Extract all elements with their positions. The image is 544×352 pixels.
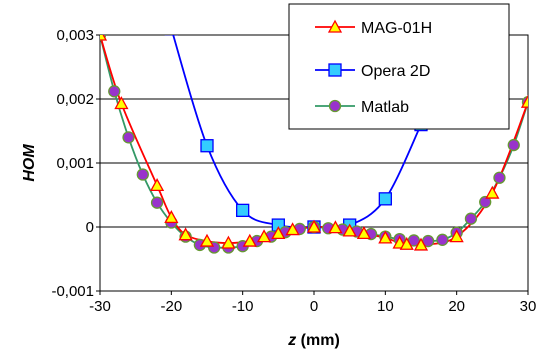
series-1-point <box>236 203 250 218</box>
series-0-point <box>149 178 165 192</box>
x-axis-title-variable: z <box>287 332 296 349</box>
series-0-point <box>449 229 464 243</box>
series-0-point <box>199 233 215 247</box>
legend-label-1: Opera 2D <box>361 63 430 80</box>
y-tick-label: 0 <box>86 219 94 236</box>
series-0-point <box>520 94 528 108</box>
y-tick-label: 0,001 <box>56 155 94 172</box>
series-2-point <box>108 85 121 98</box>
series-0-point <box>221 235 236 249</box>
series-0-point <box>378 230 393 244</box>
legend-marker-0 <box>327 19 343 33</box>
x-axis-title: z (mm) <box>287 332 340 349</box>
tick-labels: -0,001 0 0,001 0,002 0,003 -30 -20 -10 0 10 20 30 <box>51 27 536 315</box>
series-1-point <box>378 192 392 206</box>
series-0-point <box>164 210 179 224</box>
x-tick-label: 0 <box>310 298 318 315</box>
series-0-point <box>242 233 257 247</box>
series-markers <box>100 35 528 254</box>
series-0-point <box>356 226 372 240</box>
series-2-point <box>136 168 149 181</box>
y-tick-label: 0,002 <box>56 91 94 108</box>
series-2-point <box>436 233 449 246</box>
series-0-point <box>178 227 193 241</box>
series-0-point <box>342 223 357 237</box>
legend-label-2: Matlab <box>361 99 409 116</box>
y-tick-label: 0,003 <box>56 27 94 44</box>
x-axis-title-unit: (mm) <box>296 332 340 349</box>
series-2-point <box>464 212 478 225</box>
legend-marker-1 <box>328 63 342 77</box>
legend: MAG-01H Opera 2D Matlab <box>288 3 510 130</box>
series-2-point <box>150 196 164 209</box>
x-tick-label: -30 <box>89 298 111 315</box>
series-0-point <box>399 236 414 250</box>
series-2-point <box>507 138 520 152</box>
series-0-point <box>328 220 343 234</box>
y-tick-label: -0,001 <box>51 283 94 300</box>
series-0-point <box>306 219 322 233</box>
series-1-point <box>164 35 178 36</box>
series-0-point <box>100 35 108 41</box>
series-0-point <box>114 96 129 110</box>
series-0-point <box>485 185 500 199</box>
x-tick-label: 30 <box>520 298 537 315</box>
series-2-point <box>479 195 492 209</box>
axes <box>96 34 529 295</box>
x-tick-label: -10 <box>232 298 254 315</box>
legend-marker-2 <box>328 99 342 113</box>
series-0-point <box>413 237 429 251</box>
legend-label-0: MAG-01H <box>361 20 432 37</box>
x-tick-label: 20 <box>448 298 465 315</box>
legend-box <box>288 3 510 130</box>
y-axis-title: HOM <box>21 144 38 182</box>
series-0-point <box>271 226 286 240</box>
series-2-point <box>122 131 135 144</box>
series-0-point <box>285 222 300 236</box>
series-0-point <box>256 229 272 243</box>
series-1-point <box>200 139 214 153</box>
x-tick-label: 10 <box>377 298 394 315</box>
series-2-point <box>493 171 506 184</box>
x-tick-label: -20 <box>160 298 182 315</box>
